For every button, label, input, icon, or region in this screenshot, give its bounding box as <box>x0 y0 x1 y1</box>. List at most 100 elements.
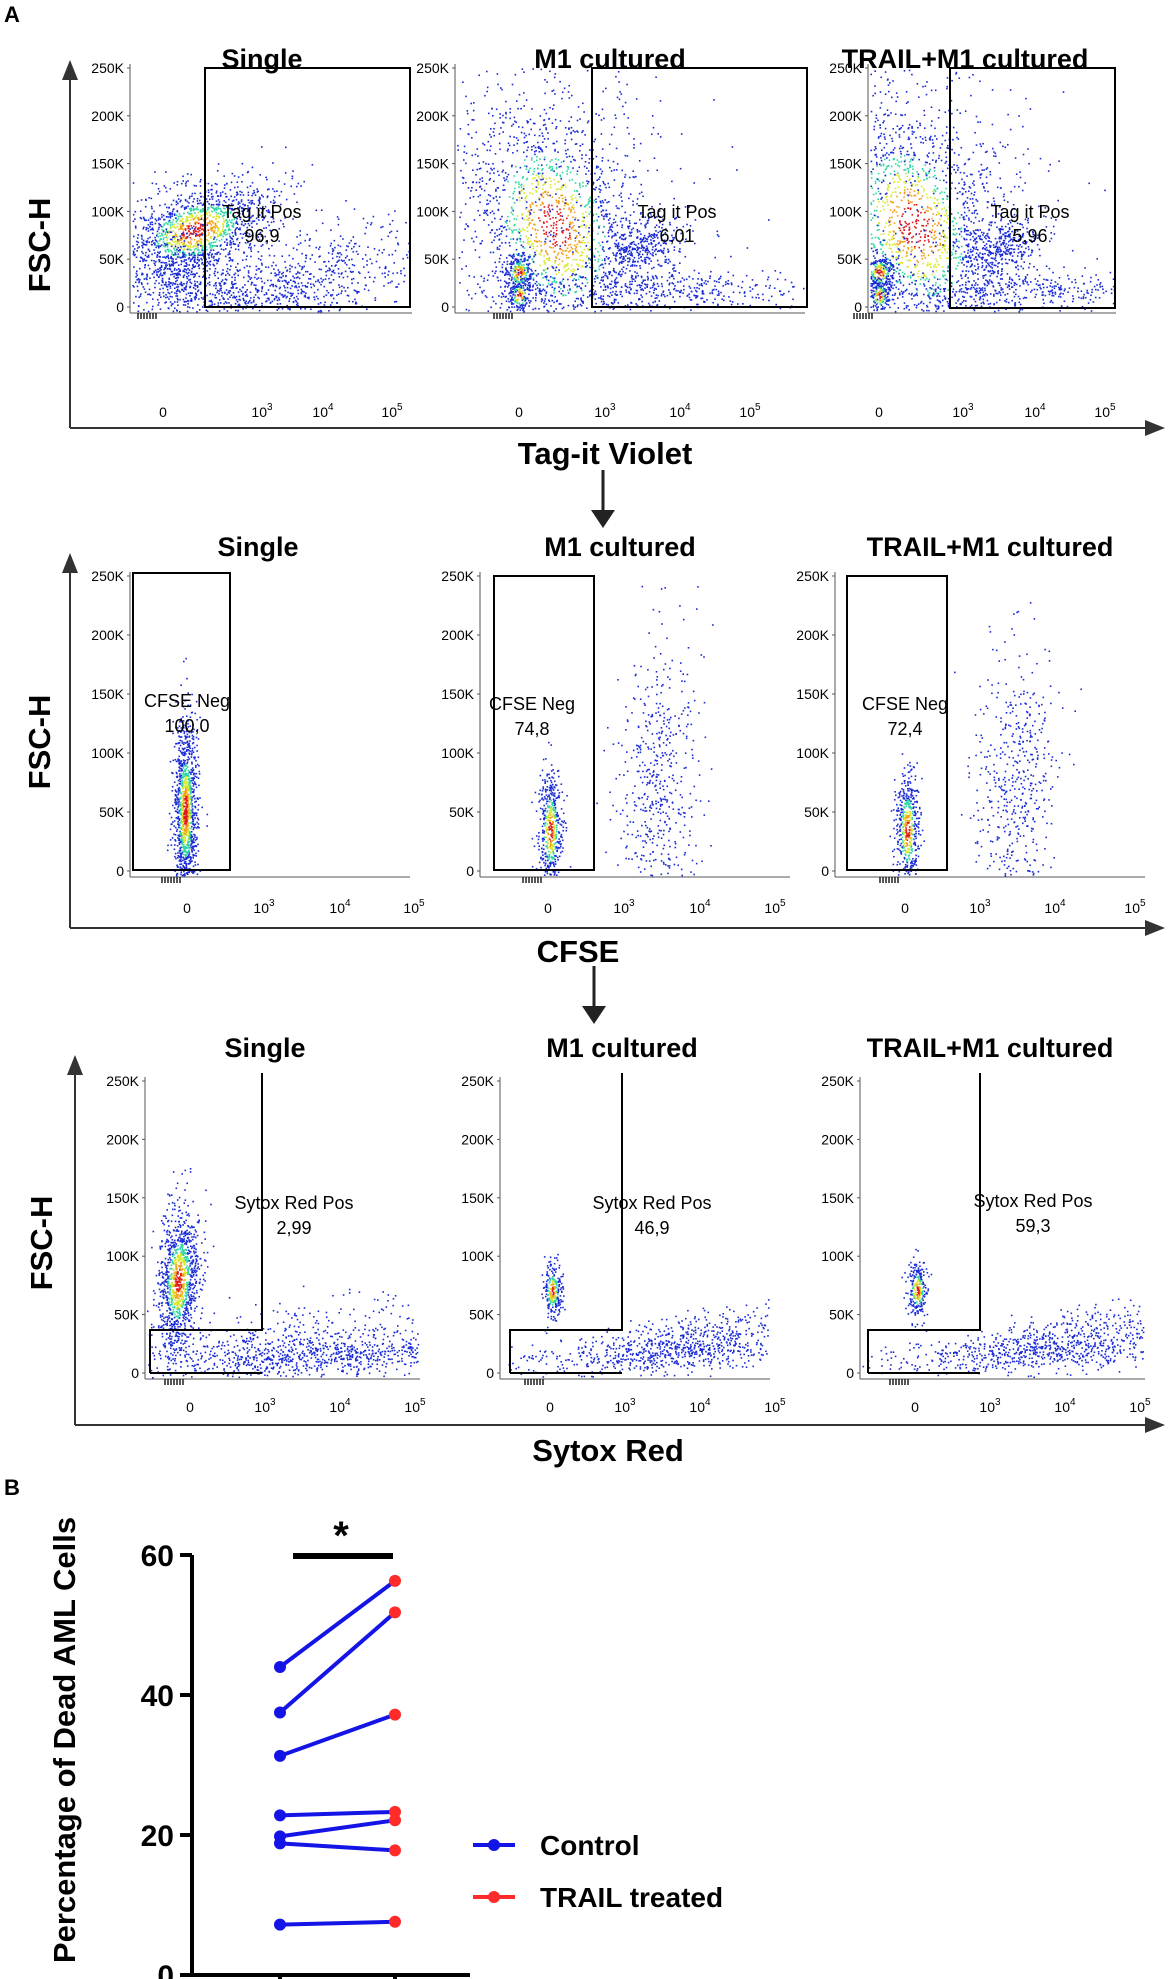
event-dot <box>574 217 577 219</box>
event-dot <box>524 276 526 279</box>
event-dot <box>482 161 485 163</box>
event-dot <box>492 163 494 165</box>
event-dot <box>491 210 494 213</box>
event-dot <box>142 258 144 261</box>
event-dot <box>516 274 519 276</box>
event-dot <box>608 263 610 265</box>
event-dot <box>500 225 502 228</box>
event-dot <box>231 284 234 286</box>
event-dot <box>245 231 247 233</box>
event-dot <box>190 225 193 227</box>
event-dot <box>202 244 204 247</box>
event-dot <box>299 234 301 237</box>
event-dot <box>529 167 532 170</box>
event-dot <box>545 181 548 183</box>
event-dot <box>396 230 399 232</box>
event-dot <box>580 225 582 228</box>
event-dot <box>581 289 583 292</box>
event-dot <box>587 232 589 235</box>
event-dot <box>347 245 349 248</box>
event-dot <box>666 279 669 282</box>
event-dot <box>554 287 556 290</box>
event-dot <box>263 217 265 220</box>
event-dot <box>625 289 627 291</box>
event-dot <box>607 295 609 297</box>
event-dot <box>159 238 162 240</box>
event-dot <box>223 221 226 223</box>
event-dot <box>600 172 603 175</box>
event-dot <box>291 285 293 287</box>
event-dot <box>600 201 602 204</box>
event-dot <box>597 297 600 299</box>
event-dot <box>507 215 509 218</box>
event-dot <box>166 296 169 298</box>
event-dot <box>652 282 655 284</box>
event-dot <box>225 279 228 281</box>
event-dot <box>198 298 200 300</box>
event-dot <box>601 263 604 266</box>
event-dot <box>677 281 679 283</box>
event-dot <box>234 234 237 236</box>
event-dot <box>607 286 609 289</box>
event-dot <box>511 231 514 233</box>
event-dot <box>751 296 754 299</box>
event-dot <box>613 234 615 237</box>
event-dot <box>208 281 211 284</box>
event-dot <box>250 255 252 258</box>
event-dot <box>212 235 215 237</box>
event-dot <box>149 277 151 279</box>
event-dot <box>755 284 757 286</box>
event-dot <box>739 291 741 294</box>
event-dot <box>352 300 354 303</box>
event-dot <box>237 186 239 188</box>
event-dot <box>250 246 252 249</box>
event-dot <box>562 306 565 309</box>
event-dot <box>518 237 521 240</box>
event-dot <box>143 258 146 260</box>
event-dot <box>337 260 340 262</box>
event-dot <box>664 255 667 258</box>
event-dot <box>513 136 515 138</box>
event-dot <box>513 260 515 263</box>
event-dot <box>526 149 528 152</box>
event-dot <box>190 238 193 241</box>
event-dot <box>199 180 201 183</box>
event-dot <box>575 235 578 237</box>
event-dot <box>227 223 230 226</box>
event-dot <box>702 291 704 293</box>
event-dot <box>551 277 554 279</box>
event-dot <box>581 220 583 222</box>
event-dot <box>597 166 600 168</box>
event-dot <box>523 257 526 260</box>
event-dot <box>510 266 512 268</box>
event-dot <box>208 284 211 286</box>
event-dot <box>253 191 256 194</box>
event-dot <box>213 245 216 247</box>
y-tick-label: 100K <box>416 203 449 219</box>
event-dot <box>332 289 334 291</box>
event-dot <box>250 248 252 250</box>
event-dot <box>341 290 343 292</box>
event-dot <box>544 92 546 95</box>
event-dot <box>222 269 224 271</box>
event-dot <box>501 230 503 233</box>
event-dot <box>152 239 154 242</box>
event-dot <box>531 202 533 204</box>
event-dot <box>189 249 191 251</box>
event-dot <box>214 182 217 185</box>
event-dot <box>679 280 682 283</box>
event-dot <box>194 275 196 277</box>
event-dot <box>667 250 670 252</box>
event-dot <box>280 219 282 222</box>
event-dot <box>643 240 645 243</box>
event-dot <box>489 212 492 214</box>
event-dot <box>180 237 182 239</box>
event-dot <box>622 256 625 258</box>
event-dot <box>230 221 233 224</box>
event-dot <box>502 293 504 295</box>
event-dot <box>277 269 280 271</box>
event-dot <box>539 292 541 295</box>
event-dot <box>508 292 510 295</box>
event-dot <box>196 272 198 274</box>
